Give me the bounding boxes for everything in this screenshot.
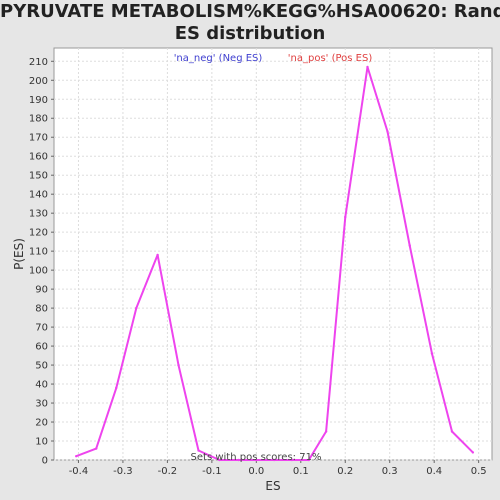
legend-entry: 'na_neg' (Neg ES) <box>174 53 263 64</box>
y-tick-label: 110 <box>29 247 48 258</box>
y-axis-label: P(ES) <box>12 238 26 270</box>
axes: 0 10 20 30 40 50 60 70 80 90 100 110 120 130 140 150 160… <box>29 57 487 477</box>
data-point <box>197 449 200 452</box>
y-tick-label: 150 <box>29 171 48 182</box>
data-point <box>430 352 434 355</box>
data-point <box>366 65 369 69</box>
plot-area <box>53 47 493 461</box>
x-tick-label: 0.2 <box>337 466 353 477</box>
data-point <box>255 458 258 462</box>
data-point <box>272 458 276 462</box>
y-tick-label: 60 <box>35 342 48 353</box>
y-tick-label: 160 <box>29 152 48 163</box>
data-point <box>115 386 118 390</box>
y-tick-label: 120 <box>29 228 48 239</box>
y-tick-label: 190 <box>29 95 48 106</box>
y-tick-label: 180 <box>29 114 48 125</box>
y-tick-label: 140 <box>29 190 48 201</box>
chart-title-line-1: PYRUVATE METABOLISM%KEGG%HSA00620: Rando… <box>0 1 500 22</box>
y-tick-label: 70 <box>35 323 48 334</box>
y-tick-label: 200 <box>29 76 48 87</box>
x-tick-label: 0.0 <box>248 466 264 477</box>
x-tick-label: 0.3 <box>382 466 398 477</box>
data-point <box>471 451 475 454</box>
y-tick-label: 0 <box>42 456 48 467</box>
y-tick-label: 10 <box>35 437 48 448</box>
y-tick-label: 210 <box>29 57 48 68</box>
pos-scores-annotation: Sets with pos scores: 71% <box>191 452 322 463</box>
data-point <box>408 244 411 247</box>
x-tick-label: 0.5 <box>471 466 487 477</box>
x-tick-label: 0.1 <box>293 466 309 477</box>
data-point <box>75 455 78 458</box>
x-tick-label: -0.2 <box>158 466 178 477</box>
data-point <box>450 430 454 433</box>
data-point <box>177 363 180 367</box>
data-point <box>218 458 221 462</box>
data-point <box>95 447 98 450</box>
chart-title: PYRUVATE METABOLISM%KEGG%HSA00620: Rando… <box>0 1 500 45</box>
chart-title-line-2: ES distribution <box>174 23 326 44</box>
series-layer <box>75 65 475 462</box>
legend-entry: 'na_pos' (Pos ES) <box>288 53 373 64</box>
x-tick-label: -0.3 <box>113 466 133 477</box>
data-point <box>237 458 240 462</box>
y-tick-label: 40 <box>35 380 48 391</box>
data-point <box>324 430 328 433</box>
x-axis-label: ES <box>265 479 280 493</box>
y-tick-label: 100 <box>29 266 48 277</box>
y-tick-label: 20 <box>35 418 48 429</box>
x-tick-label: 0.4 <box>426 466 442 477</box>
y-tick-label: 130 <box>29 209 48 220</box>
x-tick-label: -0.1 <box>202 466 222 477</box>
y-tick-label: 170 <box>29 133 48 144</box>
data-point <box>156 253 159 257</box>
y-tick-label: 50 <box>35 361 48 372</box>
data-point <box>135 306 138 310</box>
y-tick-label: 30 <box>35 399 48 410</box>
data-point <box>290 458 294 462</box>
grid-lines <box>54 48 492 461</box>
data-point <box>307 458 310 462</box>
data-point <box>344 215 347 219</box>
y-tick-label: 80 <box>35 304 48 315</box>
data-point <box>386 130 389 133</box>
y-tick-label: 90 <box>35 285 48 296</box>
x-tick-label: -0.4 <box>69 466 89 477</box>
legend: 'na_neg' (Neg ES) 'na_pos' (Pos ES) <box>174 53 373 64</box>
